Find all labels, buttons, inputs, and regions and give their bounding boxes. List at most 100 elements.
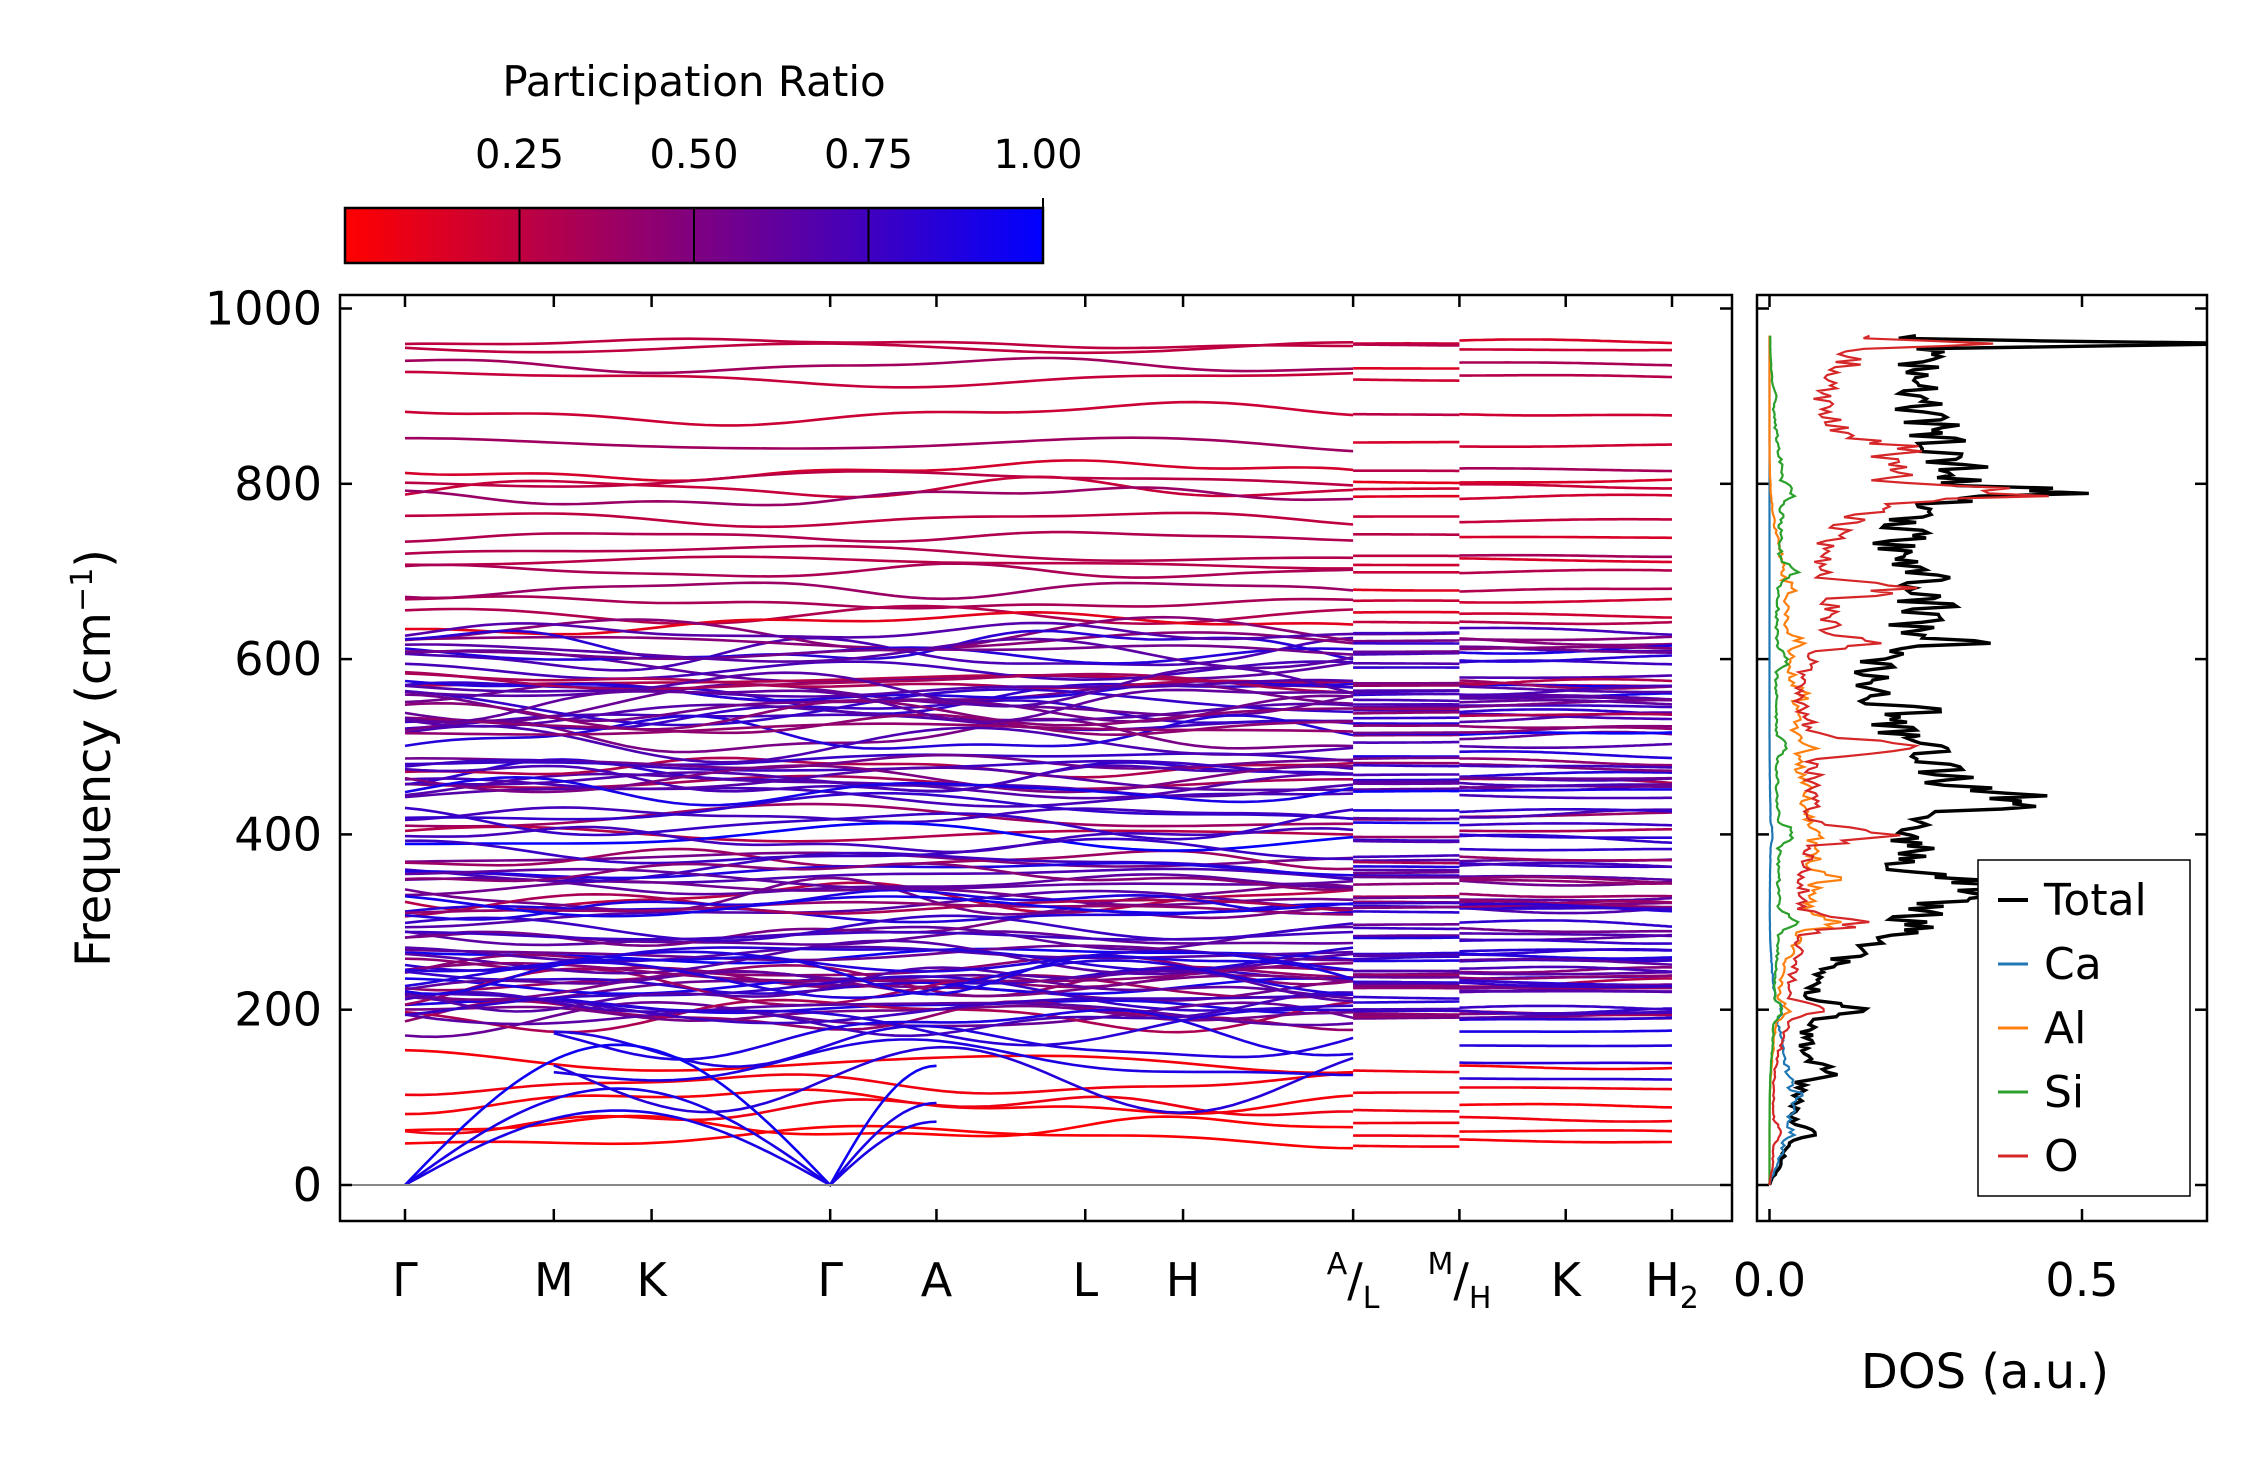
colorbar-tick-label: 0.75	[824, 132, 913, 178]
band-line	[1459, 656, 1672, 662]
band-line	[1353, 414, 1459, 415]
acoustic-branch	[405, 1089, 937, 1185]
tick-main: /	[1347, 1253, 1363, 1307]
band-line	[1353, 1071, 1459, 1073]
band-x-tick-label: M	[534, 1253, 574, 1307]
band-line	[1353, 706, 1459, 707]
band-line	[1353, 345, 1459, 346]
colorbar-tick-label: 0.50	[649, 132, 738, 178]
band-line	[1353, 997, 1459, 999]
band-line	[1459, 1139, 1672, 1142]
band-line	[1353, 911, 1459, 912]
band-line	[1353, 938, 1459, 939]
band-line	[1459, 555, 1672, 557]
tick-sup: M	[1427, 1247, 1453, 1282]
band-y-tick-label: 600	[234, 632, 322, 686]
band-line	[1353, 841, 1459, 842]
band-line	[1459, 375, 1672, 377]
band-line	[1459, 778, 1672, 779]
band-line	[1459, 1031, 1672, 1032]
band-line	[1459, 894, 1672, 897]
band-line	[1353, 818, 1459, 819]
band-line	[1459, 829, 1672, 831]
band-x-tick-label: Γ	[817, 1253, 843, 1307]
tick-main: K	[1551, 1253, 1583, 1307]
band-line	[405, 438, 1353, 452]
band-line	[1459, 789, 1672, 790]
band-lines	[405, 339, 1672, 1185]
band-line	[1353, 1136, 1459, 1137]
tick-sub: 2	[1680, 1281, 1699, 1316]
band-x-tick-label: M/H	[1427, 1247, 1491, 1316]
band-line	[1459, 614, 1672, 618]
band-line	[1459, 823, 1672, 825]
colorbar-tick-label: 0.25	[475, 132, 564, 178]
band-line	[405, 513, 1353, 527]
band-x-tick-label: H2	[1645, 1253, 1699, 1316]
band-line	[1459, 940, 1672, 944]
band-line	[1459, 1079, 1672, 1080]
band-line	[1353, 1009, 1459, 1010]
tick-sub: L	[1363, 1281, 1380, 1316]
band-line	[405, 1073, 1353, 1095]
band-line	[1353, 862, 1459, 863]
y-label-close: )	[66, 549, 122, 568]
band-line	[1353, 700, 1459, 701]
band-line	[1353, 442, 1459, 443]
band-line	[1459, 933, 1672, 936]
band-line	[1353, 1002, 1459, 1003]
band-y-tick-label: 200	[234, 983, 322, 1037]
band-line	[1459, 1006, 1672, 1010]
band-line	[1459, 714, 1672, 716]
y-label-sup: −1	[65, 568, 100, 612]
band-line	[1459, 849, 1672, 850]
band-x-tick-label: K	[637, 1253, 669, 1307]
tick-sub: H	[1469, 1281, 1492, 1316]
band-line	[1353, 758, 1459, 759]
band-line	[1353, 866, 1459, 867]
band-line	[1459, 751, 1672, 758]
band-line	[1353, 652, 1459, 653]
colorbar-title: Participation Ratio	[502, 57, 885, 106]
band-line	[1459, 570, 1672, 573]
band-line	[1459, 468, 1672, 471]
band-line	[1353, 789, 1459, 790]
band-line	[1459, 1104, 1672, 1107]
band-line	[1459, 340, 1672, 344]
band-line	[1353, 765, 1459, 766]
tick-main: Γ	[392, 1253, 418, 1307]
band-line	[1353, 693, 1459, 694]
band-line	[1353, 712, 1459, 713]
band-line	[405, 1050, 1353, 1073]
band-line	[1353, 872, 1459, 873]
band-line	[1459, 795, 1672, 798]
band-line	[1353, 482, 1459, 483]
legend-label: Al	[2044, 1003, 2086, 1054]
band-line	[1459, 519, 1672, 522]
dos-x-tick-label: 0.0	[1733, 1253, 1806, 1307]
band-line	[1459, 809, 1672, 812]
tick-main: /	[1453, 1253, 1469, 1307]
band-line	[1459, 928, 1672, 932]
band-axes-frame	[340, 295, 1732, 1221]
band-line	[1353, 622, 1459, 623]
band-line	[1353, 590, 1459, 591]
dos-line-ca	[1770, 336, 1803, 1185]
band-line	[1459, 1117, 1672, 1122]
band-line	[1459, 589, 1672, 592]
band-line	[1353, 924, 1459, 925]
band-x-tick-label: H	[1166, 1253, 1201, 1307]
band-line	[1459, 495, 1672, 499]
band-y-label: Frequency (cm−1)	[65, 549, 122, 967]
dos-x-label: DOS (a.u.)	[1861, 1344, 2109, 1400]
band-line	[1353, 641, 1459, 642]
tick-main: M	[534, 1253, 574, 1307]
band-line	[1353, 718, 1459, 719]
band-line	[1459, 628, 1672, 635]
band-line	[1353, 633, 1459, 634]
band-line	[1459, 1088, 1672, 1090]
tick-main: K	[637, 1253, 669, 1307]
